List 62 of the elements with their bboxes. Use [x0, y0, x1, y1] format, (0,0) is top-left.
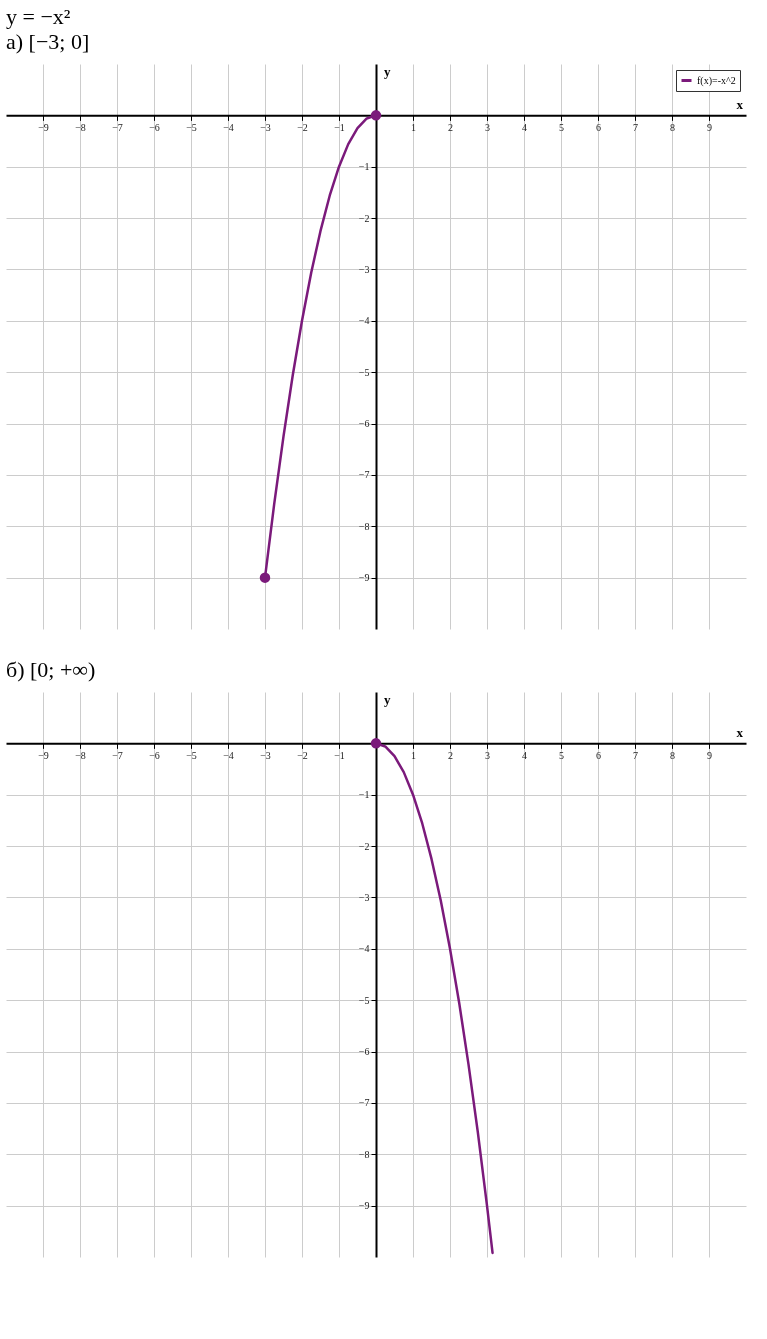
- x-tick-label: 4: [522, 121, 527, 133]
- x-tick-label: 6: [596, 749, 601, 761]
- x-tick-label: −5: [186, 749, 197, 761]
- x-tick-label: −8: [75, 121, 86, 133]
- y-tick-label: −7: [358, 469, 370, 481]
- x-tick-label: −2: [297, 749, 308, 761]
- y-tick-label: −7: [358, 1097, 370, 1109]
- y-axis-title: y: [384, 64, 391, 79]
- y-axis-title: y: [384, 692, 391, 707]
- x-tick-label: 1: [411, 749, 416, 761]
- x-tick-label: 1: [411, 121, 416, 133]
- y-tick-label: −1: [358, 161, 370, 173]
- x-tick-label: −2: [297, 121, 308, 133]
- x-tick-label: 5: [559, 121, 564, 133]
- x-axis-title: x: [736, 725, 744, 741]
- x-tick-label: −1: [334, 121, 345, 133]
- y-tick-label: −3: [358, 263, 370, 275]
- x-tick-label: −1: [334, 749, 345, 761]
- x-tick-label: 8: [670, 121, 675, 133]
- x-tick-label: −6: [149, 121, 160, 133]
- x-tick-label: 6: [596, 121, 601, 133]
- y-tick-label: −9: [358, 572, 370, 584]
- x-tick-label: 9: [707, 121, 712, 133]
- y-tick-label: −5: [358, 994, 370, 1006]
- y-tick-label: −8: [358, 520, 370, 532]
- y-tick-label: −2: [358, 212, 370, 224]
- x-tick-label: −3: [260, 121, 271, 133]
- x-tick-label: 2: [448, 749, 453, 761]
- x-tick-label: 3: [485, 749, 490, 761]
- x-tick-label: 7: [633, 121, 638, 133]
- x-tick-label: 2: [448, 121, 453, 133]
- y-tick-label: −3: [358, 891, 370, 903]
- legend-label: f(x)=-x^2: [697, 74, 736, 87]
- x-tick-label: 9: [707, 749, 712, 761]
- y-tick-label: −8: [358, 1148, 370, 1160]
- y-tick-label: −4: [358, 315, 370, 327]
- x-tick-label: −8: [75, 749, 86, 761]
- x-axis-title: x: [736, 97, 744, 113]
- x-tick-label: −7: [112, 121, 123, 133]
- x-tick-label: 8: [670, 749, 675, 761]
- chart-title: y = −x²: [6, 4, 71, 29]
- x-tick-label: 7: [633, 749, 638, 761]
- y-tick-label: −1: [358, 789, 370, 801]
- y-tick-label: −6: [358, 1046, 370, 1058]
- y-tick-label: −5: [358, 366, 370, 378]
- x-tick-label: 5: [559, 749, 564, 761]
- x-tick-label: −9: [38, 749, 49, 761]
- x-tick-label: −4: [223, 121, 234, 133]
- x-tick-label: −3: [260, 749, 271, 761]
- y-tick-label: −4: [358, 943, 370, 955]
- x-tick-label: −5: [186, 121, 197, 133]
- x-tick-label: 3: [485, 121, 490, 133]
- x-tick-label: 4: [522, 749, 527, 761]
- chart-title: б) [0; +∞): [6, 657, 96, 682]
- chart-subtitle: а) [−3; 0]: [6, 29, 90, 54]
- y-tick-label: −9: [358, 1200, 370, 1212]
- x-tick-label: −4: [223, 749, 234, 761]
- y-tick-label: −2: [358, 840, 370, 852]
- y-tick-label: −6: [358, 418, 370, 430]
- x-tick-label: −7: [112, 749, 123, 761]
- x-tick-label: −9: [38, 121, 49, 133]
- x-tick-label: −6: [149, 749, 160, 761]
